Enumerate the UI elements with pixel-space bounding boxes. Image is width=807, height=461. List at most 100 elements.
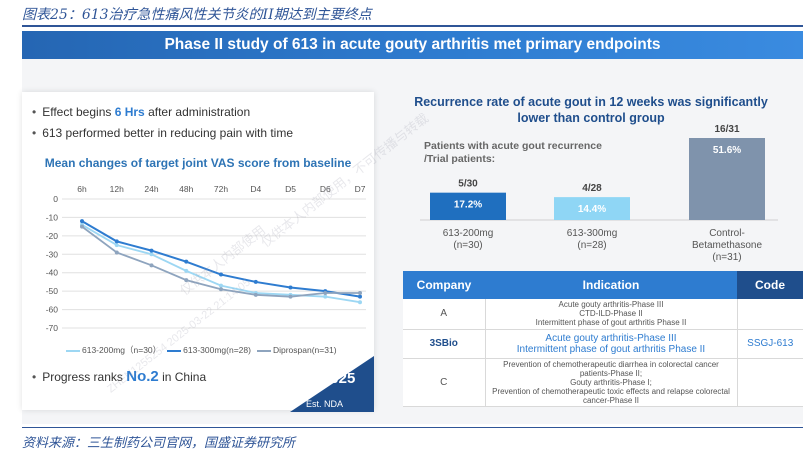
legend-swatch bbox=[66, 349, 80, 352]
bar-value-label: 17.2% bbox=[454, 200, 482, 211]
data-point bbox=[149, 248, 154, 253]
table-row: A Acute gouty arthritis-Phase III CTD-IL… bbox=[403, 299, 803, 330]
indication-line: Intermittent phase of gout arthritis Pha… bbox=[535, 318, 687, 328]
data-point bbox=[184, 278, 189, 283]
recurrence-subtitle: /Trial patients: bbox=[424, 153, 495, 165]
recurrence-bar bbox=[689, 138, 765, 220]
bar-value-label: 51.6% bbox=[713, 145, 741, 156]
x-tick-label: 72h bbox=[214, 184, 228, 194]
bullet-highlight: No.2 bbox=[126, 368, 159, 385]
company-cell: A bbox=[403, 299, 486, 330]
bullet-text: Progress ranks bbox=[42, 370, 127, 384]
data-point bbox=[219, 283, 223, 288]
legend-swatch bbox=[256, 349, 271, 352]
data-point bbox=[149, 252, 154, 257]
vas-card: • Effect begins 6 Hrs after administratio… bbox=[22, 92, 374, 410]
bar-category-label: (n=31) bbox=[712, 252, 741, 263]
x-tick-label: 48h bbox=[179, 184, 193, 194]
recurrence-subtitle: Patients with acute gout recurrence bbox=[424, 140, 602, 152]
data-point bbox=[358, 300, 362, 305]
bullet-effect-onset: • Effect begins 6 Hrs after administratio… bbox=[32, 105, 250, 119]
bullet-progress-rank: • Progress ranks No.2 in China bbox=[32, 368, 206, 385]
legend-item: 613-300mg(n=28) bbox=[167, 345, 251, 355]
legend-item: 613-200mg（n=30） bbox=[66, 345, 161, 355]
figure-title: 图表25：613治疗急性痛风性关节炎的II期达到主要终点 bbox=[22, 7, 372, 23]
bullet-dot: • bbox=[32, 105, 37, 119]
y-tick-label: -30 bbox=[46, 249, 59, 259]
bar-count-label: 4/28 bbox=[582, 183, 602, 194]
indication-line: Prevention of chemotherapeutic toxic eff… bbox=[492, 386, 730, 405]
indication-cell: Acute gouty arthritis-Phase III CTD-ILD-… bbox=[485, 299, 738, 330]
bullet-text: after administration bbox=[144, 105, 251, 119]
bullet-text: 613 performed better in reducing pain wi… bbox=[42, 126, 294, 140]
x-tick-label: 12h bbox=[110, 184, 124, 194]
indication-line: Acute gouty arthritis-Phase III bbox=[545, 332, 677, 344]
code-cell: SSGJ-613 bbox=[737, 329, 803, 359]
data-point bbox=[219, 287, 223, 292]
table-row: 3SBio Acute gouty arthritis-Phase III In… bbox=[403, 329, 803, 359]
competitor-table: Company Indication Code A Acute gouty ar… bbox=[403, 271, 803, 407]
data-point bbox=[288, 294, 293, 299]
indication-line: Intermittent phase of gout arthritis Pha… bbox=[516, 343, 706, 355]
data-point bbox=[114, 239, 119, 244]
legend-label: 613-200mg（n=30） bbox=[82, 345, 162, 355]
y-tick-label: -60 bbox=[46, 305, 59, 315]
vas-line-chart: 0 -10 -20 -30 -40 -50 -60 -70 6h 12h 24h 48h 72h D4 D5… bbox=[46, 184, 366, 333]
bar-category-label: 613-300mg bbox=[567, 228, 618, 239]
indication-cell: Acute gouty arthritis-Phase III Intermit… bbox=[485, 329, 738, 359]
indication-line: Gouty arthritis-Phase I; bbox=[570, 377, 652, 387]
bar-count-label: 16/31 bbox=[714, 124, 739, 135]
bullet-dot: • bbox=[32, 370, 37, 384]
y-tick-label: -10 bbox=[46, 212, 59, 222]
code-cell bbox=[737, 358, 803, 407]
company-cell: C bbox=[403, 358, 486, 407]
recurrence-bar bbox=[554, 197, 630, 220]
indication-line: Prevention of chemotherapeutic diarrhea … bbox=[503, 359, 719, 378]
bar-category-label: 613-200mg bbox=[443, 228, 494, 239]
bar-value-label: 14.4% bbox=[578, 204, 606, 215]
table-header-code: Code bbox=[737, 271, 803, 299]
x-tick-label: D7 bbox=[355, 184, 366, 194]
bar-count-label: 5/30 bbox=[458, 179, 478, 190]
table-header-company: Company bbox=[403, 271, 485, 299]
x-tick-label: 24h bbox=[144, 184, 158, 194]
bar-category-label: (n=28) bbox=[577, 240, 606, 251]
data-point bbox=[253, 279, 258, 284]
x-tick-label: 6h bbox=[77, 184, 87, 194]
bullet-pain-reduction: • 613 performed better in reducing pain w… bbox=[32, 126, 293, 140]
y-tick-label: -40 bbox=[46, 268, 59, 278]
indication-line: Acute gouty arthritis-Phase III bbox=[558, 300, 664, 310]
data-point bbox=[253, 292, 258, 297]
data-point bbox=[149, 263, 154, 268]
bar-category-label: Betamethasone bbox=[692, 240, 762, 251]
x-tick-label: D6 bbox=[320, 184, 331, 194]
data-point bbox=[323, 294, 328, 299]
x-tick-label: D5 bbox=[285, 184, 296, 194]
legend-label: Diprospan(n=31) bbox=[272, 345, 337, 355]
data-point bbox=[184, 259, 189, 264]
bar-category-label: (n=30) bbox=[453, 240, 482, 251]
legend-swatch bbox=[167, 349, 182, 352]
y-tick-label: -50 bbox=[46, 286, 59, 296]
code-cell bbox=[737, 299, 803, 330]
data-point bbox=[288, 285, 293, 290]
recurrence-chart-title: Recurrence rate of acute gout in 12 week… bbox=[414, 95, 768, 125]
recurrence-bar-chart: Patients with acute gout recurrence/Tria… bbox=[420, 124, 778, 263]
nda-label: Est. NDA bbox=[306, 399, 344, 409]
table-header-indication: Indication bbox=[485, 271, 737, 299]
data-point bbox=[114, 243, 119, 248]
bullet-text: in China bbox=[158, 370, 207, 384]
data-point bbox=[80, 219, 84, 224]
data-point bbox=[323, 290, 328, 295]
bullet-text: Effect begins bbox=[42, 105, 115, 119]
data-point bbox=[184, 268, 189, 273]
title-rule bbox=[22, 25, 803, 27]
data-point bbox=[80, 224, 84, 229]
data-point bbox=[114, 250, 119, 255]
nda-year: 2025 bbox=[322, 370, 356, 387]
bullet-highlight: 6 Hrs bbox=[114, 105, 145, 119]
recurrence-bar bbox=[430, 192, 506, 220]
data-point bbox=[219, 272, 223, 277]
x-tick-label: D4 bbox=[250, 184, 261, 194]
vas-chart-title: Mean changes of target joint VAS score f… bbox=[44, 156, 352, 170]
